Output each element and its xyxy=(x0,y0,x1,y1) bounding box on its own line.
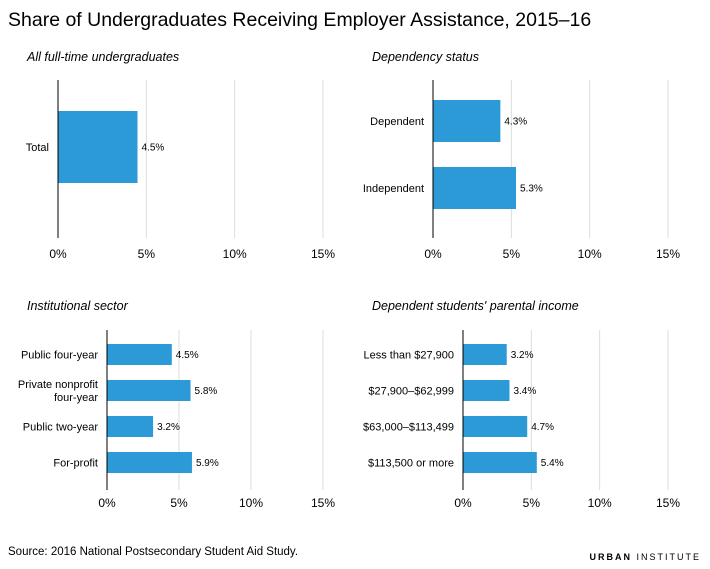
data-label: 5.8% xyxy=(195,386,218,397)
category-label: $27,900–$62,999 xyxy=(368,386,454,398)
category-label: For-profit xyxy=(53,458,98,470)
bar xyxy=(107,380,191,401)
data-label: 3.2% xyxy=(511,350,534,361)
data-label: 4.3% xyxy=(504,117,527,128)
tick-label: 15% xyxy=(311,496,335,510)
data-label: 5.4% xyxy=(541,458,564,469)
data-label: 3.2% xyxy=(157,422,180,433)
tick-label: 0% xyxy=(454,496,472,510)
category-label: four-year xyxy=(54,392,98,404)
data-label: 5.3% xyxy=(520,184,543,195)
category-label: Public two-year xyxy=(23,422,99,434)
bar xyxy=(433,167,517,209)
category-label: Public four-year xyxy=(21,350,98,362)
bar xyxy=(433,100,501,142)
category-label: Less than $27,900 xyxy=(363,350,454,362)
category-label: $113,500 or more xyxy=(368,458,454,470)
category-label: Total xyxy=(26,142,49,154)
data-label: 3.4% xyxy=(513,386,536,397)
data-label: 4.5% xyxy=(142,143,165,154)
category-label: $63,000–$113,499 xyxy=(363,422,454,434)
tick-label: 15% xyxy=(311,247,335,261)
tick-label: 10% xyxy=(578,247,602,261)
panel-title-dependency-status: Dependency status xyxy=(372,50,480,64)
data-label: 4.5% xyxy=(176,350,199,361)
bar xyxy=(107,452,192,473)
tick-label: 15% xyxy=(656,496,680,510)
panel-title-parental-income: Dependent students' parental income xyxy=(372,299,579,313)
tick-label: 0% xyxy=(98,496,116,510)
bar xyxy=(107,344,172,365)
category-label: Dependent xyxy=(370,116,424,128)
brand-part-1: URBAN xyxy=(589,552,632,562)
tick-label: 10% xyxy=(239,496,263,510)
brand-logo: URBAN INSTITUTE xyxy=(589,552,701,562)
bar xyxy=(463,452,537,473)
tick-label: 15% xyxy=(656,247,680,261)
category-label: Private nonprofit xyxy=(18,379,98,391)
panel-title-all-undergraduates: All full-time undergraduates xyxy=(27,50,180,64)
data-label: 4.7% xyxy=(531,422,554,433)
bar xyxy=(107,416,154,437)
tick-label: 5% xyxy=(523,496,541,510)
data-label: 5.9% xyxy=(196,458,219,469)
tick-label: 10% xyxy=(223,247,247,261)
bar xyxy=(463,416,528,437)
tick-label: 5% xyxy=(170,496,188,510)
tick-label: 10% xyxy=(588,496,612,510)
source-note: Source: 2016 National Postsecondary Stud… xyxy=(8,546,299,558)
tick-label: 0% xyxy=(49,247,67,261)
tick-label: 0% xyxy=(424,247,442,261)
bar xyxy=(58,111,138,183)
tick-label: 5% xyxy=(138,247,156,261)
tick-label: 5% xyxy=(503,247,521,261)
panel-title-institutional-sector: Institutional sector xyxy=(27,299,128,313)
category-label: Independent xyxy=(363,183,424,195)
bar xyxy=(463,344,507,365)
bar xyxy=(463,380,510,401)
chart-title: Share of Undergraduates Receiving Employ… xyxy=(8,9,592,31)
brand-part-2: INSTITUTE xyxy=(636,552,701,562)
